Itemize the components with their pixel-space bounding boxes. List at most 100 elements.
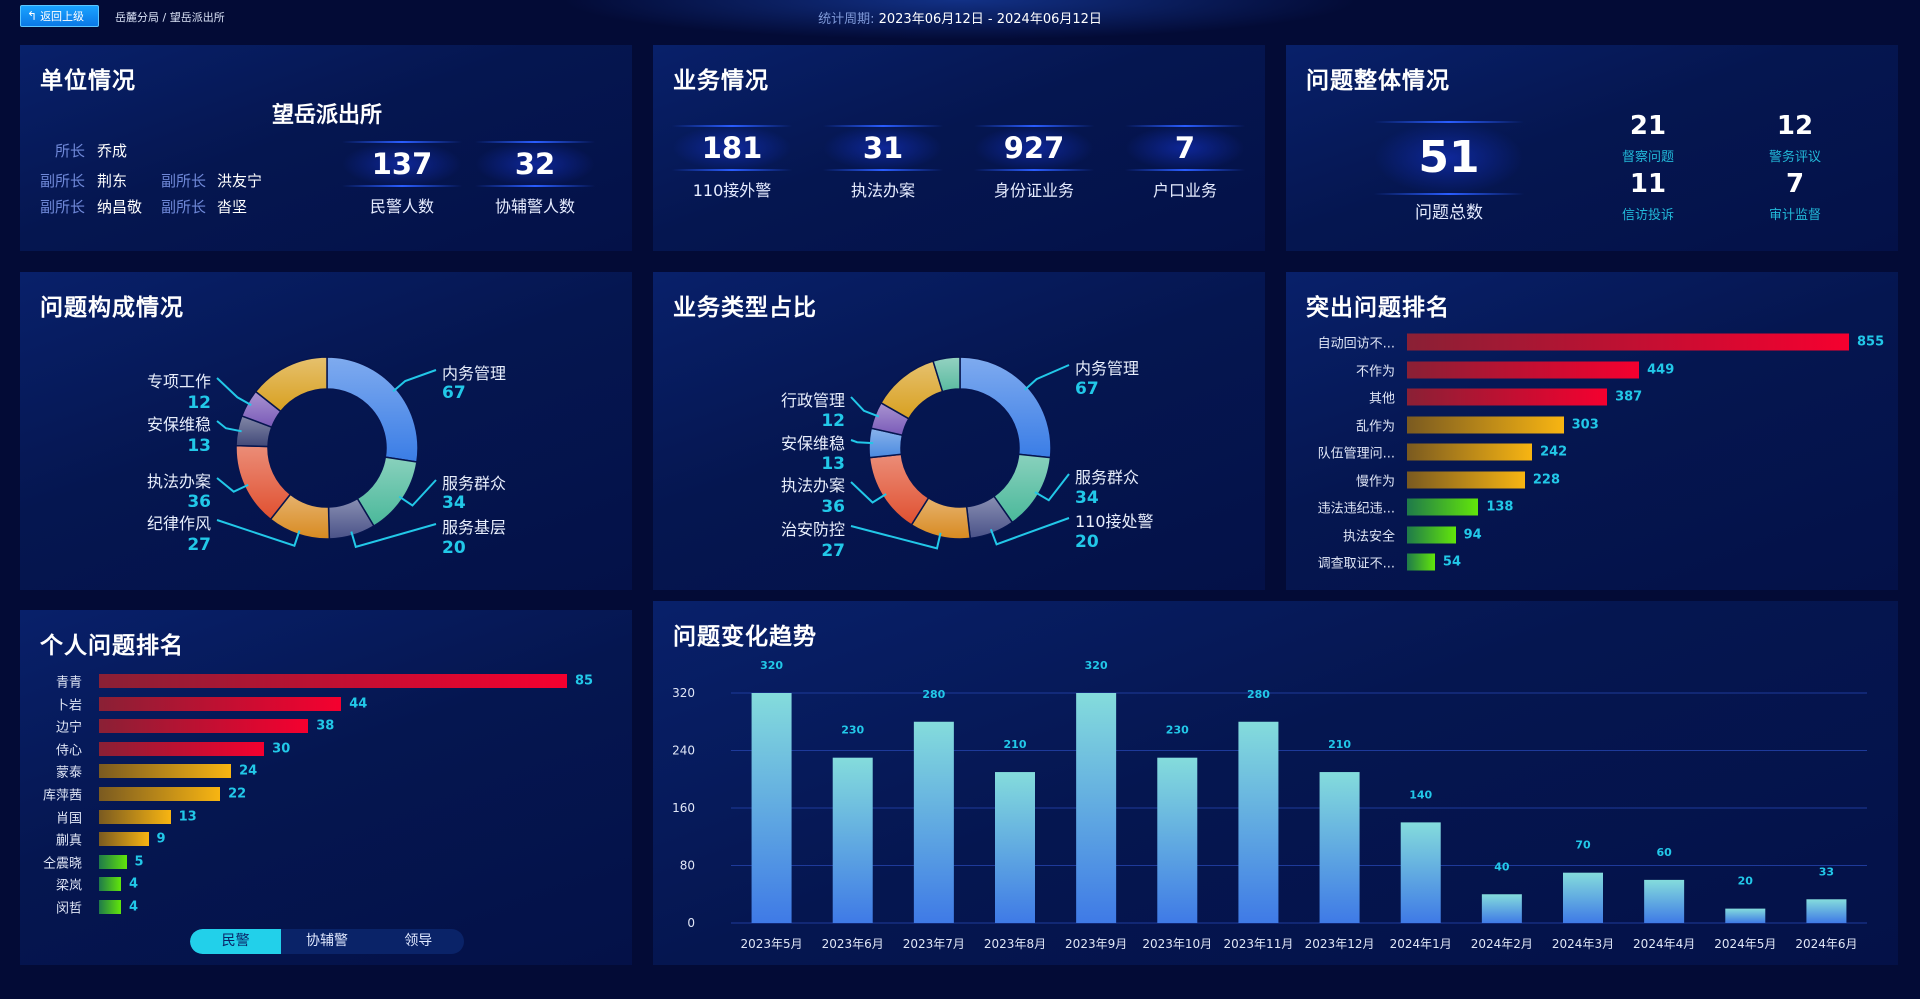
- panel-title: 单位情况: [40, 68, 136, 94]
- trend-bar[interactable]: [751, 693, 792, 923]
- bar[interactable]: [1407, 333, 1849, 351]
- leader-line: [850, 396, 880, 418]
- total-issues: 51: [1374, 121, 1524, 195]
- x-tick-label: 2023年11月: [1224, 937, 1294, 951]
- trend-bar[interactable]: [1157, 757, 1198, 923]
- leader-line: [398, 479, 437, 507]
- stat-value: 7: [1174, 131, 1196, 165]
- bar[interactable]: [1407, 471, 1525, 488]
- tab-leader[interactable]: 领导: [404, 933, 433, 949]
- top-issues-panel: 突出问题排名 自动回访不... 855 不作为 449 其他 387 乱作为 303 队伍管理问…: [1286, 272, 1898, 590]
- bar-value: 60: [1656, 846, 1672, 859]
- trend-bar[interactable]: [1481, 894, 1522, 923]
- donut-slice[interactable]: [959, 356, 1052, 459]
- donut-slice[interactable]: [326, 356, 419, 463]
- trend-bar[interactable]: [1725, 908, 1766, 923]
- x-tick-label: 2023年10月: [1142, 937, 1212, 951]
- trend-bar[interactable]: [995, 772, 1035, 923]
- staff-role: 副所长: [160, 172, 206, 190]
- trend-bar[interactable]: [913, 721, 954, 923]
- back-button[interactable]: ↰ 返回上级: [20, 5, 99, 27]
- bar[interactable]: [1407, 553, 1435, 571]
- trend-bar[interactable]: [1644, 879, 1685, 923]
- panel-title: 问题变化趋势: [673, 624, 817, 650]
- bar-value: 4: [129, 899, 139, 915]
- trend-bar[interactable]: [1400, 822, 1441, 923]
- bar[interactable]: [99, 719, 309, 734]
- bar-value: 30: [272, 741, 291, 757]
- trend-bar[interactable]: [1563, 872, 1603, 923]
- bar-label: 其他: [1368, 391, 1395, 407]
- bar-value: 9: [156, 831, 166, 847]
- slice-label: 服务群众: [1075, 468, 1140, 487]
- bar-value: 24: [239, 763, 258, 779]
- leader-line: [989, 517, 1070, 546]
- period-label: 统计周期:: [818, 12, 875, 27]
- overall-panel: 问题整体情况 51 问题总数 21 督察问题 12 警务评议 11 信访投诉 7…: [1286, 45, 1898, 251]
- stat-label: 审计监督: [1768, 208, 1822, 223]
- trend-bar[interactable]: [1319, 772, 1360, 923]
- bar[interactable]: [99, 787, 221, 801]
- stat-label: 协辅警人数: [494, 197, 576, 216]
- slice-value: 67: [1075, 379, 1099, 399]
- bar[interactable]: [99, 854, 127, 869]
- stat-value: 32: [514, 147, 556, 181]
- bar[interactable]: [1407, 416, 1564, 433]
- trend-bar[interactable]: [1238, 721, 1279, 923]
- bar-value: 230: [1166, 724, 1189, 737]
- staff-name: 洪友宁: [217, 172, 263, 190]
- breadcrumb: 岳麓分局 / 望岳派出所: [115, 11, 225, 24]
- leader-line: [216, 420, 242, 433]
- slice-value: 34: [1075, 488, 1099, 508]
- leader-line: [216, 477, 249, 493]
- bar[interactable]: [99, 674, 567, 688]
- bar-value: 320: [1085, 659, 1108, 672]
- bar[interactable]: [1407, 443, 1533, 461]
- panel-title: 业务类型占比: [673, 295, 817, 321]
- y-tick-label: 160: [672, 801, 695, 815]
- bar[interactable]: [1407, 498, 1479, 516]
- bar[interactable]: [99, 741, 265, 756]
- issue-trend-panel: 问题变化趋势 0 80 160 240 320 320 2023年5月 230 2023年6月 2…: [653, 601, 1898, 965]
- unit-name: 望岳派出所: [271, 103, 382, 128]
- bar[interactable]: [99, 877, 122, 892]
- bar[interactable]: [99, 832, 149, 847]
- bar[interactable]: [99, 809, 171, 824]
- bar[interactable]: [1407, 361, 1640, 378]
- trend-bar[interactable]: [832, 757, 873, 923]
- trend-bar[interactable]: [1806, 899, 1847, 923]
- bar-label: 违法违纪违...: [1317, 501, 1395, 517]
- bar[interactable]: [99, 900, 122, 914]
- donut-slice[interactable]: [932, 356, 961, 393]
- leader-line: [850, 481, 887, 504]
- bar-value: 20: [1738, 875, 1754, 888]
- bar-label: 梁岚: [55, 878, 82, 894]
- bar[interactable]: [1407, 388, 1608, 406]
- issue-composition-panel: 问题构成情况 内务管理 67 服务群众 34 服务基层 20 纪律作风 27 执…: [20, 272, 632, 590]
- bar[interactable]: [1407, 526, 1456, 543]
- staff-name: 荆东: [97, 172, 128, 190]
- panel-title: 个人问题排名: [40, 633, 184, 659]
- business-type-donut: [850, 356, 1070, 550]
- slice-value: 36: [821, 497, 845, 517]
- leader-line: [1024, 364, 1070, 391]
- bar-label: 不作为: [1355, 364, 1395, 379]
- bar-value: 280: [1247, 688, 1270, 701]
- bar[interactable]: [99, 764, 232, 779]
- trend-bar[interactable]: [1076, 693, 1117, 923]
- bar[interactable]: [99, 696, 342, 711]
- bar-label: 蒙泰: [55, 765, 82, 781]
- slice-value: 67: [442, 383, 466, 403]
- tab-auxiliary[interactable]: 协辅警: [305, 933, 348, 949]
- police-count: 137: [342, 141, 462, 187]
- stat-label: 户口业务: [1152, 181, 1218, 200]
- leader-line: [850, 525, 942, 550]
- bar-value: 140: [1409, 788, 1432, 801]
- staff-role: 副所长: [160, 198, 206, 216]
- slice-value: 34: [442, 493, 466, 513]
- bar-label: 蒯真: [55, 833, 82, 849]
- tab-police[interactable]: 民警: [190, 929, 282, 954]
- bar-value: 280: [922, 688, 945, 701]
- donut-slice[interactable]: [254, 356, 328, 413]
- slice-label: 110接处警: [1075, 512, 1154, 531]
